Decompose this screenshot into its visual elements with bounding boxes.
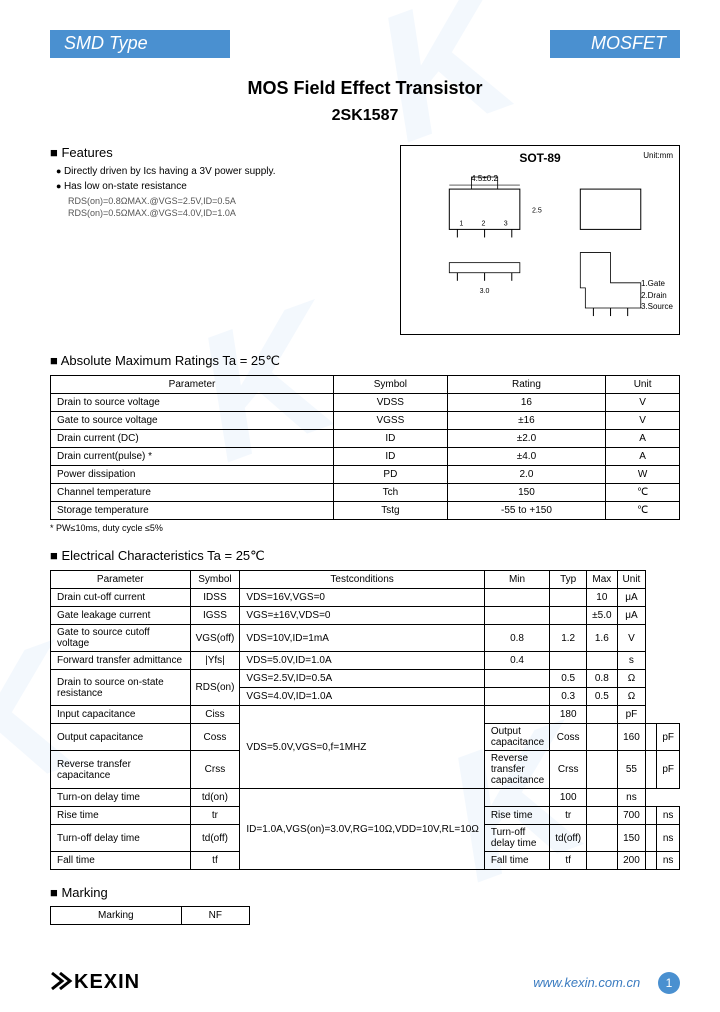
- package-pin-labels: 1.Gate 2.Drain 3.Source: [641, 278, 673, 312]
- table-row: Drain cut-off currentIDSSVDS=16V,VGS=010…: [51, 589, 680, 607]
- package-label: SOT-89: [409, 151, 671, 165]
- abs-max-note: * PW≤10ms, duty cycle ≤5%: [50, 523, 680, 533]
- part-number: 2SK1587: [50, 107, 680, 125]
- elec-char-table: ParameterSymbolTestconditionsMinTypMaxUn…: [50, 570, 680, 870]
- svg-text:2.5: 2.5: [532, 207, 542, 214]
- table-row: Drain current (DC)ID±2.0A: [51, 430, 680, 448]
- feature-sub: RDS(on)=0.8ΩMAX.@VGS=2.5V,ID=0.5A: [68, 196, 385, 206]
- header-bar: SMD Type MOSFET: [50, 30, 680, 58]
- table-row: Gate to source cutoff voltageVGS(off)VDS…: [51, 625, 680, 652]
- table-row: Drain to source on-state resistanceRDS(o…: [51, 670, 680, 688]
- table-row: Input capacitanceCissVDS=5.0V,VGS=0,f=1M…: [51, 706, 680, 724]
- table-row: Storage temperatureTstg-55 to +150℃: [51, 502, 680, 520]
- package-diagram: SOT-89 Unit:mm 4.5±0.2 1 2 3 2.5 3.0 1.Gat…: [400, 145, 680, 335]
- svg-text:4.5±0.2: 4.5±0.2: [471, 174, 498, 183]
- feature-item: Has low on-state resistance: [56, 181, 385, 192]
- package-unit: Unit:mm: [643, 151, 673, 160]
- feature-item: Directly driven by Ics having a 3V power…: [56, 166, 385, 177]
- svg-text:3.0: 3.0: [480, 288, 490, 295]
- feature-sub: RDS(on)=0.5ΩMAX.@VGS=4.0V,ID=1.0A: [68, 208, 385, 218]
- table-row: Power dissipationPD2.0W: [51, 466, 680, 484]
- abs-max-table: ParameterSymbolRatingUnit Drain to sourc…: [50, 375, 680, 520]
- abs-max-heading: Absolute Maximum Ratings Ta = 25℃: [50, 353, 680, 369]
- svg-text:2: 2: [482, 220, 486, 227]
- footer-url: www.kexin.com.cn: [533, 975, 640, 990]
- table-row: Forward transfer admittance|Yfs|VDS=5.0V…: [51, 652, 680, 670]
- package-outline-svg: 4.5±0.2 1 2 3 2.5 3.0: [409, 165, 671, 320]
- table-row: Channel temperatureTch150℃: [51, 484, 680, 502]
- header-type: MOSFET: [550, 30, 680, 58]
- marking-heading: Marking: [50, 885, 680, 900]
- elec-heading: Electrical Characteristics Ta = 25℃: [50, 548, 680, 564]
- table-row: Gate to source voltageVGSS±16V: [51, 412, 680, 430]
- table-row: Turn-on delay timetd(on)ID=1.0A,VGS(on)=…: [51, 789, 680, 807]
- page-title: MOS Field Effect Transistor: [50, 78, 680, 99]
- table-row: Gate leakage currentIGSSVGS=±16V,VDS=0±5…: [51, 607, 680, 625]
- header-category: SMD Type: [50, 30, 230, 58]
- footer-logo: KEXIN: [50, 971, 140, 994]
- table-row: Drain to source voltageVDSS16V: [51, 394, 680, 412]
- table-row: Drain current(pulse) *ID±4.0A: [51, 448, 680, 466]
- svg-text:1: 1: [459, 220, 463, 227]
- marking-label: Marking: [51, 907, 182, 925]
- features-heading: Features: [50, 145, 385, 160]
- svg-text:3: 3: [504, 220, 508, 227]
- page-number: 1: [658, 972, 680, 994]
- marking-value: NF: [181, 907, 249, 925]
- marking-table: Marking NF: [50, 906, 250, 925]
- footer: KEXIN www.kexin.com.cn 1: [50, 971, 680, 994]
